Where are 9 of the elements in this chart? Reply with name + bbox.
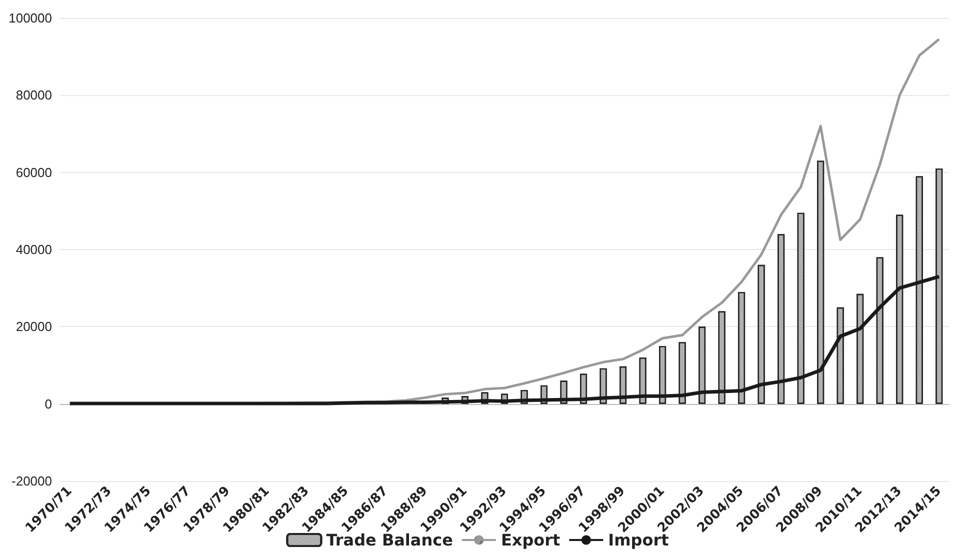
y-tick-label: 40000	[16, 242, 52, 257]
y-tick-label: -20000	[12, 474, 52, 488]
y-tick-label: 60000	[16, 164, 52, 180]
y-tick-label: 100000	[8, 10, 52, 26]
legend-label: Export	[500, 530, 561, 550]
y-tick-label: 80000	[16, 88, 52, 103]
y-tick-label: 20000	[16, 319, 52, 334]
y-tick-label: 0	[44, 396, 52, 412]
legend-label: Trade Balance	[326, 530, 454, 550]
